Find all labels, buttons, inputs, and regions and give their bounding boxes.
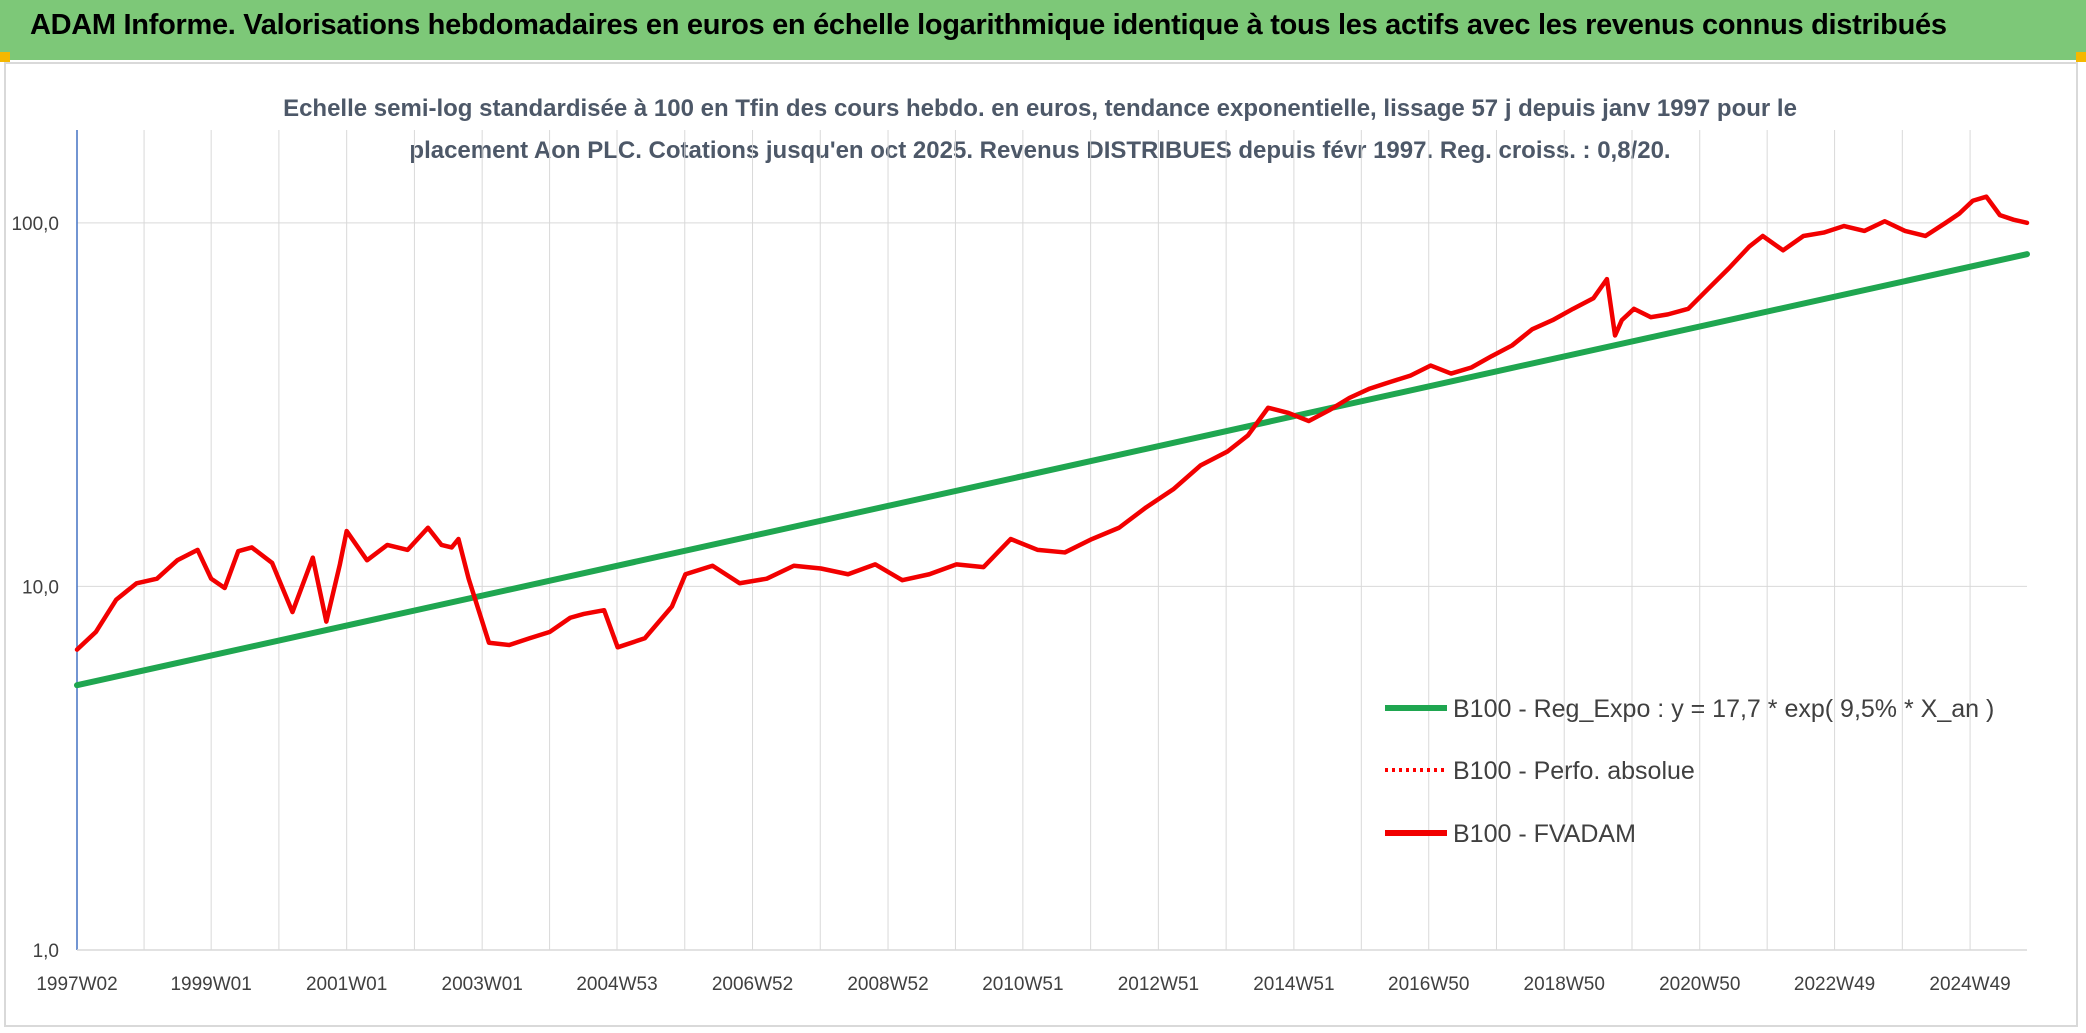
x-tick-label: 2004W53 — [576, 974, 657, 995]
x-tick-label: 1999W01 — [170, 974, 251, 995]
axis-ticks: 1997W02 1999W01 2001W01 2003W01 2004W53 2006W… — [11, 214, 2010, 995]
x-tick-label: 2022W49 — [1794, 974, 1875, 995]
legend-fvadam-label: B100 - FVADAM — [1453, 820, 1636, 848]
x-tick-label: 2010W51 — [982, 974, 1063, 995]
y-tick-label: 10,0 — [22, 577, 59, 598]
chart-subtitle-line-2: placement Aon PLC. Cotations jusqu'en oc… — [409, 137, 1670, 164]
x-tick-label: 2001W01 — [306, 974, 387, 995]
series-group — [74, 194, 2030, 689]
corner-mark-right — [2076, 52, 2086, 62]
chart-subtitle-line-1: Echelle semi-log standardisée à 100 en T… — [283, 95, 1797, 122]
header-banner: ADAM Informe. Valorisations hebdomadaire… — [0, 0, 2086, 62]
corner-mark-left — [0, 52, 10, 62]
legend-reg-expo-label: B100 - Reg_Expo : y = 17,7 * exp( 9,5% *… — [1453, 695, 1994, 723]
x-tick-label: 2014W51 — [1253, 974, 1334, 995]
grid — [76, 130, 2027, 951]
x-tick-label: 2006W52 — [712, 974, 793, 995]
y-tick-label: 100,0 — [11, 214, 59, 235]
x-tick-label: 2016W50 — [1388, 974, 1469, 995]
legend-perfo-label: B100 - Perfo. absolue — [1453, 757, 1695, 785]
chart-frame — [4, 62, 2078, 1027]
legend: B100 - Reg_Expo : y = 17,7 * exp( 9,5% *… — [1385, 695, 1994, 848]
series-fvadam-line — [74, 194, 2030, 652]
x-tick-label: 2018W50 — [1524, 974, 1605, 995]
x-tick-label: 2012W51 — [1118, 974, 1199, 995]
page-title: ADAM Informe. Valorisations hebdomadaire… — [30, 9, 1947, 41]
series-reg-expo-line — [74, 251, 2030, 689]
x-tick-label: 2020W50 — [1659, 974, 1740, 995]
y-tick-label: 1,0 — [33, 941, 59, 962]
x-tick-label: 2024W49 — [1929, 974, 2010, 995]
x-tick-label: 1997W02 — [36, 974, 117, 995]
x-tick-label: 2003W01 — [442, 974, 523, 995]
x-tick-label: 2008W52 — [847, 974, 928, 995]
